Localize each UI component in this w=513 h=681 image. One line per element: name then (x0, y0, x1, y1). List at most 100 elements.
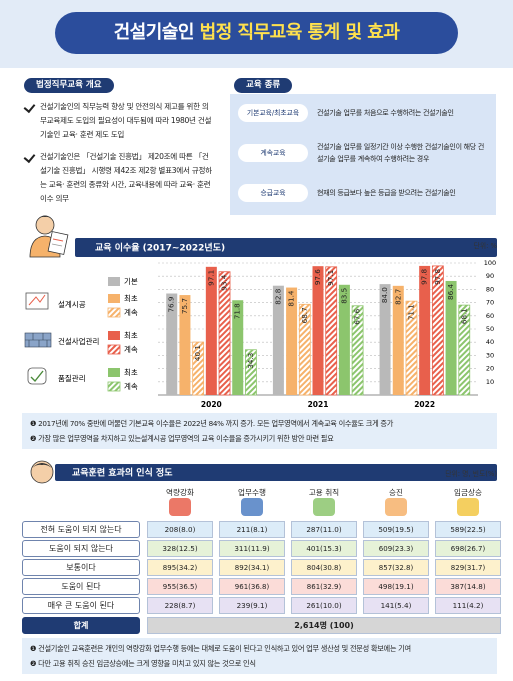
bar (192, 341, 205, 396)
cell-text: 261(10.0) (306, 601, 342, 610)
cell-text: 892(34.1) (234, 564, 270, 572)
value-label: 75.7 (180, 298, 189, 314)
x-tick-label: 2022 (414, 400, 435, 409)
legend-label: 계속 (124, 344, 138, 354)
type-row: 기본교육/최초교육 건설기술 업무를 처음으로 수행하려는 건설기술인 (238, 104, 490, 122)
table-cell: 498(19.1) (363, 578, 429, 595)
type-label: 계속교육 (238, 144, 308, 162)
legend-icons (24, 292, 52, 385)
value-label: 86.4 (446, 284, 455, 300)
table-cell: 239(9.1) (219, 597, 285, 614)
bar (431, 265, 444, 396)
legend-label: 최초 (124, 330, 138, 340)
column-icon (241, 498, 263, 516)
bar (445, 280, 457, 395)
table-cell: 895(34.2) (147, 559, 213, 576)
title: 건설기술인 법정 직무교육 통계 및 효과 (55, 12, 458, 54)
value-label: 83.5 (339, 288, 348, 304)
cell-text: 804(30.8) (306, 564, 342, 572)
y-tick-label: 50 (486, 325, 494, 333)
type-desc: 건설기술 업무를 처음으로 수행하려는 건설기술인 (317, 109, 454, 117)
bar (392, 285, 404, 395)
value-label: 97.8 (433, 268, 442, 284)
note: ❷ 다만 고용 취직 승진 임금상승에는 크게 영향을 미치고 있지 않는 것으… (30, 659, 256, 668)
person-icon (29, 215, 69, 258)
table-cell: 861(32.9) (291, 578, 357, 595)
table-cell: 328(12.5) (147, 540, 213, 557)
y-tick-label: 20 (486, 365, 494, 373)
table-cell: 401(15.3) (291, 540, 357, 557)
table-cell: 211(8.1) (219, 521, 285, 538)
value-label: 97.8 (420, 268, 429, 284)
y-tick-label: 70 (486, 299, 494, 307)
cell-text: 311(11.9) (234, 544, 270, 553)
chart-notes: ❶ 2017년에 70% 중반에 머물던 기본교육 이수율은 2022년 84%… (22, 413, 497, 449)
effect-notes: ❶ 건설기술인 교육훈련은 개인의 역량강화 업무수행 등에는 대체로 도움이 … (22, 638, 497, 674)
table-cell: 111(4.2) (435, 597, 501, 614)
row-label: 도움이 된다 (22, 578, 140, 595)
type-desc: 건설기술 업무를 일정기간 이상 수행한 건설기술인이 해당 건설기술 업무를 … (317, 143, 484, 163)
chart-title: 교육 이수율 (2017~2022년도) (95, 242, 225, 254)
legend-group: 건설사업관리 (58, 336, 99, 346)
total-value: 2,614명 (100) (147, 617, 501, 634)
legend-label: 계속 (124, 307, 138, 317)
value-label: 40.1 (193, 345, 202, 361)
bar (272, 285, 284, 395)
total-label: 합계 (22, 617, 140, 634)
column-header: 고용 취직 (308, 488, 340, 497)
table-cell: 698(26.7) (435, 540, 501, 557)
value-label: 68.1 (459, 308, 468, 324)
title-part1: 건설기술인 (113, 22, 195, 43)
value-label: 81.4 (287, 290, 296, 306)
overview-bullets: 건설기술인의 직무능력 향상 및 안전의식 제고를 위한 의무교육제도 도입의 … (24, 100, 214, 214)
bar (286, 287, 298, 395)
cell-text: 955(36.5) (162, 583, 198, 591)
legend-swatch (107, 307, 121, 318)
note: ❷ 가장 많은 업무영역을 차지하고 있는설계시공 업무영역의 교육 이수율을 … (30, 434, 334, 443)
bullet: 건설기술인의 직무능력 향상 및 안전의식 제고를 위한 의무교육제도 도입의 … (24, 100, 214, 142)
bar (232, 300, 244, 395)
effect-heading: 교육훈련 효과의 인식 정도 (72, 467, 173, 479)
legend-group: 품질관리 (58, 373, 86, 383)
table-cell: 955(36.5) (147, 578, 213, 595)
value-label: 71.1 (406, 304, 415, 320)
cell-text: 829(31.7) (450, 564, 486, 572)
overview-heading: 법정직무교육 개요 (24, 78, 114, 93)
bullet: 건설기술인은 「건설기술 진흥법」 제20조에 따른 「건설기술 진흥법」 시행… (24, 150, 214, 206)
cell-text: 211(8.1) (236, 525, 268, 534)
legend-swatch (108, 368, 120, 377)
cell-text: 961(36.8) (234, 583, 270, 591)
value-label: 76.9 (167, 296, 176, 312)
table-cell: 311(11.9) (219, 540, 285, 557)
chart: 교육 이수율 (2017~2022년도) 단위: % 10 20 30 40 50 60 7… (24, 215, 497, 409)
bar (325, 266, 338, 396)
bar (179, 295, 191, 395)
row-label: 도움이 되지 않는다 (22, 540, 140, 557)
cell-text: 609(23.3) (378, 545, 414, 553)
note: ❶ 건설기술인 교육훈련은 개인의 역량강화 업무수행 등에는 대체로 도움이 … (30, 644, 411, 653)
column-icon (385, 498, 407, 516)
chart-header (75, 238, 497, 257)
types-heading: 교육 종류 (234, 78, 293, 93)
legend-swatch (108, 331, 120, 340)
type-label: 기본교육/최초교육 (238, 104, 308, 122)
legend-swatch (107, 381, 121, 392)
table-cell: 228(8.7) (147, 597, 213, 614)
y-tick-label: 100 (484, 259, 496, 267)
bar (419, 265, 431, 395)
note: ❶ 2017년에 70% 중반에 머물던 기본교육 이수율은 2022년 84%… (30, 419, 394, 428)
legend-swatch (108, 277, 120, 286)
value-label: 97.6 (313, 269, 322, 285)
effect-header: 교육훈련 효과의 인식 정도 (30, 460, 497, 484)
effect-icon (30, 460, 54, 484)
cell-text: 895(34.2) (162, 564, 198, 572)
bar (379, 284, 391, 395)
cell-text: 111(4.2) (452, 601, 484, 610)
bar (312, 266, 324, 395)
type-row: 계속교육 건설기술 업무를 일정기간 이상 수행한 건설기술인이 해당 건설기술 … (238, 138, 490, 168)
value-label: 82.8 (273, 288, 282, 304)
cell-text: 287(11.0) (306, 525, 342, 534)
cell-text: 861(32.9) (306, 583, 342, 591)
column-header: 임금상승 (454, 488, 482, 497)
